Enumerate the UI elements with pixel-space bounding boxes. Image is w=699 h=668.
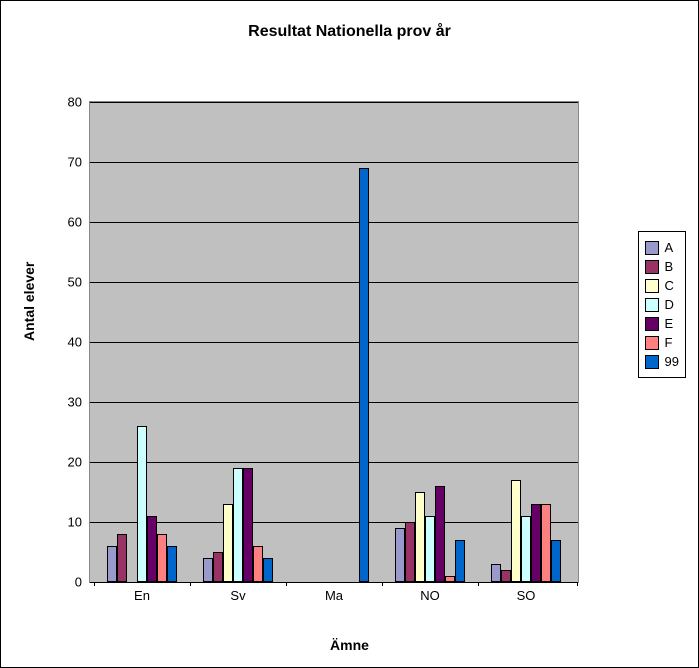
y-tick-label: 10: [52, 515, 82, 530]
bar: [359, 168, 369, 582]
bar: [531, 504, 541, 582]
bar: [233, 468, 243, 582]
legend-swatch: [645, 317, 659, 331]
legend-label: C: [665, 278, 674, 293]
bar: [511, 480, 521, 582]
bar: [445, 576, 455, 582]
chart-container: Resultat Nationella prov år Antal elever…: [0, 0, 699, 668]
legend-swatch: [645, 298, 659, 312]
gridline: [90, 462, 578, 463]
x-axis-title: Ämne: [1, 637, 698, 653]
y-tick-label: 50: [52, 275, 82, 290]
gridline: [90, 582, 578, 583]
bar: [253, 546, 263, 582]
gridline: [90, 342, 578, 343]
legend-item: C: [645, 278, 679, 293]
bar: [137, 426, 147, 582]
legend: ABCDEF 99: [638, 231, 686, 378]
gridline: [90, 222, 578, 223]
bar: [405, 522, 415, 582]
legend-swatch: [645, 260, 659, 274]
bar: [415, 492, 425, 582]
y-tick-label: 20: [52, 455, 82, 470]
legend-label: F: [665, 335, 673, 350]
bar: [213, 552, 223, 582]
legend-item: A: [645, 240, 679, 255]
legend-label: D: [665, 297, 674, 312]
x-tick-label: En: [134, 588, 150, 603]
chart-title: Resultat Nationella prov år: [1, 23, 698, 41]
gridline: [90, 102, 578, 103]
y-axis-title: Antal elever: [21, 262, 37, 341]
bar: [395, 528, 405, 582]
bar: [263, 558, 273, 582]
y-tick-label: 40: [52, 335, 82, 350]
bar: [491, 564, 501, 582]
plot-area: 01020304050607080EnSvMaNOSO: [89, 101, 579, 583]
bar: [223, 504, 233, 582]
gridline: [90, 162, 578, 163]
legend-swatch: [645, 279, 659, 293]
legend-item: D: [645, 297, 679, 312]
x-tick-label: NO: [420, 588, 440, 603]
bar: [243, 468, 253, 582]
y-tick-label: 0: [52, 575, 82, 590]
legend-item: 99: [645, 354, 679, 369]
bar: [501, 570, 511, 582]
legend-swatch: [645, 336, 659, 350]
legend-swatch: [645, 241, 659, 255]
y-tick-label: 80: [52, 95, 82, 110]
bar: [521, 516, 531, 582]
bar: [107, 546, 117, 582]
x-tick-label: Sv: [230, 588, 245, 603]
bar: [203, 558, 213, 582]
bar: [147, 516, 157, 582]
gridline: [90, 402, 578, 403]
bar: [425, 516, 435, 582]
legend-item: B: [645, 259, 679, 274]
legend-label: 99: [665, 354, 679, 369]
bar: [117, 534, 127, 582]
y-tick-label: 30: [52, 395, 82, 410]
gridline: [90, 282, 578, 283]
gridline: [90, 522, 578, 523]
y-tick-label: 60: [52, 215, 82, 230]
bar: [455, 540, 465, 582]
x-tick-label: Ma: [325, 588, 343, 603]
legend-label: B: [665, 259, 674, 274]
legend-swatch: [645, 355, 659, 369]
legend-label: A: [665, 240, 674, 255]
x-tick-label: SO: [517, 588, 536, 603]
legend-label: E: [665, 316, 674, 331]
legend-item: F: [645, 335, 679, 350]
bar: [157, 534, 167, 582]
bar: [435, 486, 445, 582]
legend-item: E: [645, 316, 679, 331]
bar: [551, 540, 561, 582]
bar: [541, 504, 551, 582]
bar: [167, 546, 177, 582]
y-tick-label: 70: [52, 155, 82, 170]
